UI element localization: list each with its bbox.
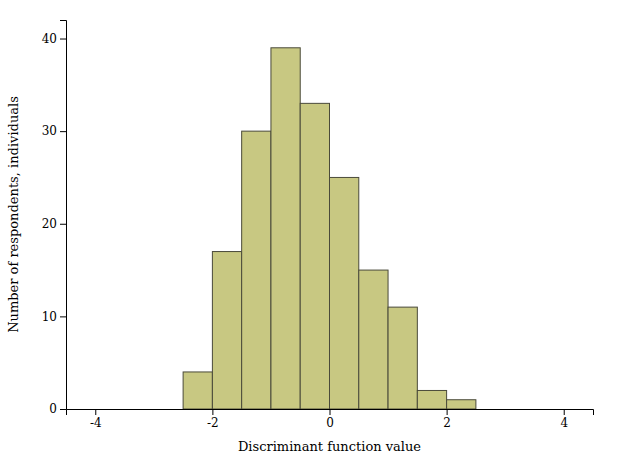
x-tick-label: 4 xyxy=(560,416,568,430)
bar xyxy=(447,400,476,409)
y-tick-mark xyxy=(60,224,66,225)
x-tick-mark xyxy=(330,409,331,415)
bar xyxy=(212,252,241,409)
y-tick-mark xyxy=(60,39,66,40)
x-tick-label: -2 xyxy=(207,416,219,430)
y-axis: 0 10 20 30 40 xyxy=(42,21,67,417)
chart: -4-2024010203040Discriminant function va… xyxy=(0,0,617,465)
x-tick-mark xyxy=(564,409,565,415)
y-tick-mark xyxy=(60,131,66,132)
y-tick-label: 40 xyxy=(42,32,57,46)
bar xyxy=(359,270,388,409)
x-tick-label: 0 xyxy=(326,416,334,430)
x-tick-mark xyxy=(447,409,448,415)
y-tick-label: 30 xyxy=(42,124,57,138)
y-tick-mark xyxy=(60,316,66,317)
x-tick-label: -4 xyxy=(90,416,102,430)
y-tick-label: 0 xyxy=(49,402,57,416)
y-tick: 20 xyxy=(42,217,66,231)
bar xyxy=(300,103,329,409)
x-tick-mark xyxy=(95,409,96,415)
bar xyxy=(242,131,271,409)
y-tick: 40 xyxy=(42,32,66,46)
bar xyxy=(330,177,359,409)
y-tick: 0 xyxy=(49,402,66,416)
bars xyxy=(183,48,476,409)
x-tick: 4 xyxy=(560,409,568,430)
bar xyxy=(183,372,212,409)
x-tick: 2 xyxy=(443,409,451,430)
x-tick: -4 xyxy=(90,409,102,430)
y-axis-line xyxy=(60,21,67,410)
x-tick: -2 xyxy=(207,409,219,430)
y-tick-mark xyxy=(60,409,66,410)
bar xyxy=(271,48,300,409)
x-axis-title: Discriminant function value xyxy=(238,439,421,454)
y-axis-title: Number of respondents, individuals xyxy=(6,96,21,333)
y-tick: 30 xyxy=(42,124,66,138)
y-tick-label: 10 xyxy=(42,310,57,324)
x-axis: -4 -2 0 2 4 xyxy=(67,409,594,430)
x-tick-label: 2 xyxy=(443,416,451,430)
plot: -4-2024010203040 xyxy=(42,21,594,430)
x-axis-line xyxy=(67,410,594,416)
bar xyxy=(388,307,417,409)
y-tick: 10 xyxy=(42,310,66,324)
y-tick-label: 20 xyxy=(42,217,57,231)
x-tick-mark xyxy=(212,409,213,415)
bar xyxy=(417,390,446,409)
x-tick: 0 xyxy=(326,409,334,430)
